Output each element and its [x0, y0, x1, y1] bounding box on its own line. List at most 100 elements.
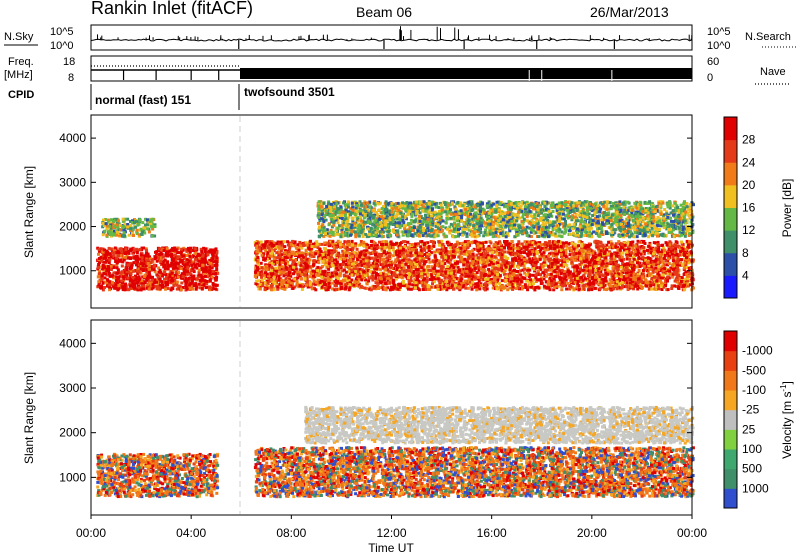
data-cell	[198, 256, 202, 260]
data-cell	[151, 217, 155, 221]
data-cell	[145, 250, 149, 254]
data-cell	[190, 285, 194, 289]
data-cell	[158, 268, 162, 272]
data-cell	[136, 260, 140, 264]
data-cell	[151, 286, 155, 290]
data-cell	[198, 275, 201, 279]
data-cell	[642, 240, 645, 244]
data-cell	[172, 257, 175, 261]
data-cell	[192, 284, 196, 288]
data-cell	[134, 261, 138, 265]
data-cell	[100, 259, 104, 263]
data-cell	[211, 283, 215, 287]
data-cell	[460, 241, 464, 245]
data-cell	[112, 271, 116, 275]
data-cell	[215, 263, 219, 267]
data-cell	[155, 280, 158, 284]
data-cell	[179, 249, 183, 253]
data-cell	[292, 272, 295, 276]
data-cell	[146, 255, 150, 259]
cpid-panel: CPID normal (fast) 151 twofsound 3501	[8, 84, 335, 110]
data-cell	[157, 270, 161, 274]
data-cell	[114, 286, 118, 290]
data-cell	[201, 263, 205, 267]
data-cell	[651, 274, 655, 278]
data-cell	[299, 244, 303, 248]
data-cell	[641, 269, 645, 273]
data-cell	[128, 284, 132, 288]
data-cell	[489, 241, 493, 245]
data-cell	[124, 251, 128, 255]
data-cell	[155, 253, 159, 257]
data-cell	[441, 245, 445, 249]
data-cell	[202, 283, 206, 287]
data-cell	[200, 260, 204, 264]
data-cell	[97, 280, 101, 284]
data-cell	[198, 286, 202, 290]
data-cell	[162, 265, 166, 269]
data-cell	[126, 250, 130, 254]
data-cell	[144, 264, 148, 268]
data-cell	[182, 246, 186, 250]
data-cell	[308, 258, 312, 262]
data-cell	[296, 243, 300, 247]
data-cell	[457, 255, 461, 259]
data-cell	[166, 260, 170, 264]
data-cell	[189, 259, 193, 263]
data-cell	[213, 287, 217, 291]
data-cell	[106, 252, 110, 256]
data-cell	[185, 263, 189, 267]
data-cell	[146, 253, 150, 257]
data-cell	[485, 287, 489, 291]
data-cell	[141, 269, 145, 272]
data-cell	[118, 223, 122, 227]
data-cell	[106, 279, 110, 283]
data-cell	[184, 285, 188, 289]
data-cell	[142, 255, 146, 259]
data-cell	[208, 278, 212, 282]
data-cell	[122, 275, 125, 279]
data-cell	[204, 260, 208, 264]
data-cell	[137, 284, 140, 288]
data-cell	[632, 281, 636, 285]
data-cell	[122, 231, 126, 235]
data-cell	[192, 249, 196, 252]
data-cell	[111, 222, 115, 226]
data-cell	[516, 249, 520, 253]
data-cell	[125, 267, 129, 270]
data-cell	[537, 245, 541, 249]
data-cell	[132, 261, 136, 265]
data-cell	[183, 260, 187, 264]
data-cell	[148, 267, 151, 271]
data-cell	[147, 287, 151, 291]
data-cell	[193, 247, 197, 251]
data-cell	[479, 253, 483, 257]
data-cell	[211, 260, 215, 264]
data-cell	[122, 225, 125, 229]
data-cell	[208, 261, 212, 265]
data-cell	[200, 286, 204, 290]
data-cell	[208, 268, 212, 272]
data-cell	[452, 255, 456, 258]
data-cell	[264, 240, 268, 244]
data-cell	[556, 270, 560, 274]
data-cell	[176, 271, 180, 275]
data-cell	[200, 250, 204, 254]
data-cell	[97, 247, 101, 251]
data-cell	[109, 252, 113, 256]
data-cell	[270, 250, 274, 254]
data-cell	[122, 248, 126, 251]
data-cell	[573, 280, 577, 284]
data-cell	[330, 287, 334, 291]
data-cell	[637, 257, 641, 260]
data-cell	[185, 254, 188, 257]
data-cell	[406, 254, 410, 258]
data-cell	[173, 273, 177, 277]
data-cell	[115, 271, 119, 275]
data-cell	[115, 279, 118, 282]
data-cell	[103, 248, 107, 252]
data-cell	[538, 266, 542, 270]
data-cell	[139, 288, 143, 292]
data-cell	[266, 253, 270, 257]
data-cell	[370, 256, 374, 260]
